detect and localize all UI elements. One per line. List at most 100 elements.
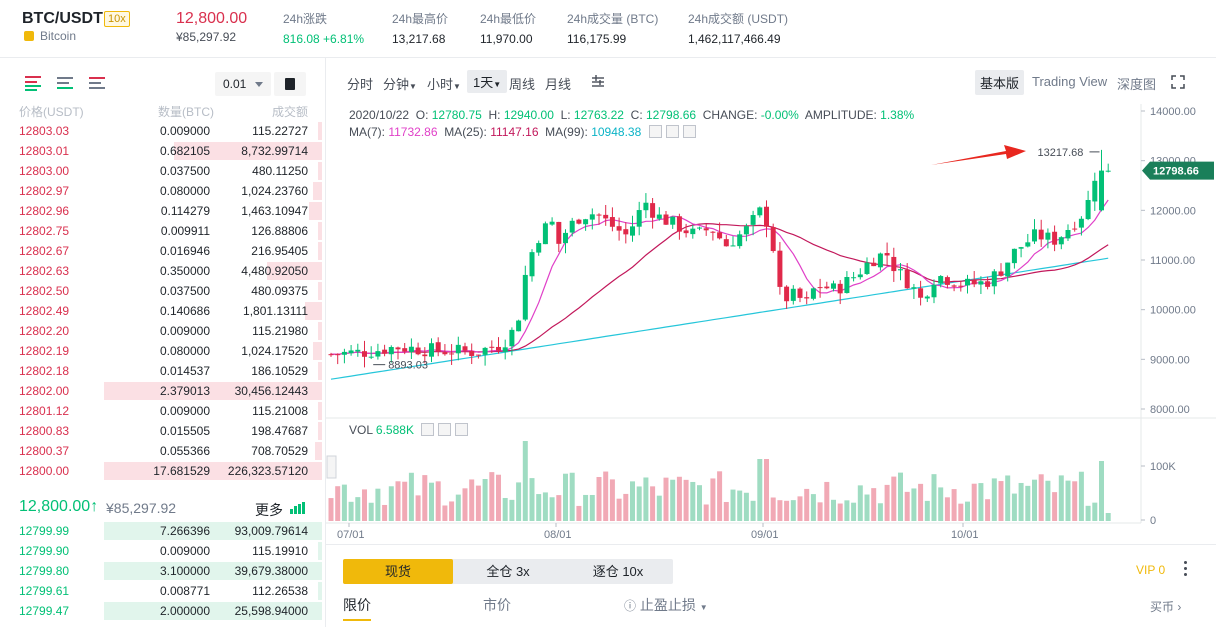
candlestick-chart[interactable]: 14000.0013000.0012000.0011000.0010000.00…	[326, 58, 1216, 544]
candle-body	[576, 219, 582, 224]
ask-row[interactable]: 12803.01 0.682105 8,732.99714	[0, 141, 322, 161]
more-icon[interactable]	[1184, 561, 1188, 579]
close-icon[interactable]	[455, 423, 469, 436]
indicator-settings-icon[interactable]	[590, 74, 606, 90]
volume-bar	[569, 472, 575, 521]
ask-row[interactable]: 12802.20 0.009000 115.21980	[0, 321, 322, 341]
ask-row[interactable]: 12801.12 0.009000 115.21008	[0, 401, 322, 421]
candle-body	[475, 354, 481, 356]
tab-spot[interactable]: 现货	[343, 559, 453, 584]
depth-bar	[309, 202, 322, 220]
ask-row[interactable]: 12800.00 17.681529 226,323.57120	[0, 461, 322, 481]
candle-body	[831, 283, 836, 289]
stat-high: 24h最高价 13,217.68	[392, 10, 448, 46]
volume-bar	[864, 494, 870, 521]
candle-body	[697, 227, 702, 229]
volume-bar	[1072, 481, 1078, 521]
volume-bar	[944, 497, 950, 521]
depth-bar	[104, 562, 322, 580]
ask-row[interactable]: 12802.50 0.037500 480.09375	[0, 281, 322, 301]
ask-row[interactable]: 12802.19 0.080000 1,024.17520	[0, 341, 322, 361]
candle-body	[469, 350, 475, 356]
buy-coin-link[interactable]: 买币 ›	[1150, 598, 1181, 615]
tab-hour[interactable]: 小时▼	[427, 74, 461, 93]
view-depth[interactable]: 深度图	[1117, 77, 1157, 92]
view-tradingview[interactable]: Trading View	[1032, 74, 1108, 89]
ohlc-amplitude: 1.38%	[880, 108, 915, 122]
row-qty: 0.009000	[159, 544, 210, 558]
tab-minute[interactable]: 分钟▼	[383, 74, 417, 93]
ask-row[interactable]: 12803.03 0.009000 115.22727	[0, 121, 322, 141]
calculator-icon[interactable]	[274, 72, 306, 96]
order-type-market[interactable]: 市价	[483, 597, 511, 613]
bid-row[interactable]: 12799.61 0.008771 112.26538	[0, 581, 322, 601]
row-total: 4,480.92050	[241, 264, 308, 278]
view-basic[interactable]: 基本版	[975, 70, 1025, 95]
row-price: 12802.19	[19, 344, 70, 358]
order-type-limit[interactable]: 限价	[343, 597, 371, 613]
depth-bar	[267, 262, 322, 280]
tab-isolated-10x[interactable]: 逐仓 10x	[592, 564, 644, 579]
x-tick-label: 10/01	[951, 529, 979, 541]
tab-week[interactable]: 周线	[509, 77, 536, 92]
close-icon[interactable]	[682, 125, 696, 138]
ask-row[interactable]: 12802.75 0.009911 126.88806	[0, 221, 322, 241]
layout-both-icon[interactable]	[22, 74, 44, 92]
bid-row[interactable]: 12799.47 2.000000 25,598.94000	[0, 601, 322, 621]
y-tick-label: 8000.00	[1150, 404, 1190, 416]
candle-body	[978, 281, 984, 285]
ask-row[interactable]: 12802.00 2.379013 30,456.12443	[0, 381, 322, 401]
ask-row[interactable]: 12802.63 0.350000 4,480.92050	[0, 261, 322, 281]
tab-day[interactable]: 1天▼	[467, 70, 508, 93]
bid-row[interactable]: 12799.80 3.100000 39,679.38000	[0, 561, 322, 581]
depth-bar	[305, 302, 322, 320]
volume-bar	[536, 494, 542, 521]
fullscreen-icon[interactable]	[1171, 75, 1185, 89]
tab-month[interactable]: 月线	[545, 77, 572, 92]
row-qty: 0.009000	[159, 404, 210, 418]
settings-icon[interactable]	[438, 423, 452, 436]
layout-asks-icon[interactable]	[86, 74, 108, 92]
volume-bar	[723, 501, 729, 521]
candle-body	[382, 349, 388, 354]
volume-bar	[509, 499, 515, 521]
ask-row[interactable]: 12803.00 0.037500 480.11250	[0, 161, 322, 181]
precision-select[interactable]: 0.01	[215, 72, 271, 96]
candle-body	[985, 281, 991, 287]
volume-bar	[516, 482, 522, 521]
tab-timeline[interactable]: 分时	[347, 77, 374, 92]
volume-bar	[656, 495, 662, 521]
x-tick-label: 08/01	[544, 529, 572, 541]
ohlc-change: -0.00%	[760, 108, 799, 122]
eye-icon[interactable]	[648, 125, 662, 138]
order-type-stop[interactable]: ⓘ 止盈止损 ▼	[624, 595, 708, 615]
stat-value: 816.08 +6.81%	[283, 32, 365, 46]
row-price: 12802.96	[19, 204, 70, 218]
ask-row[interactable]: 12802.67 0.016946 216.95405	[0, 241, 322, 261]
ask-row[interactable]: 12802.96 0.114279 1,463.10947	[0, 201, 322, 221]
vip-level[interactable]: VIP 0	[1136, 563, 1166, 577]
ask-row[interactable]: 12800.83 0.015505 198.47687	[0, 421, 322, 441]
ask-row[interactable]: 12800.37 0.055366 708.70529	[0, 441, 322, 461]
eye-icon[interactable]	[421, 423, 435, 436]
pair-title[interactable]: BTC/USDT	[22, 10, 103, 27]
volume-bar	[1099, 461, 1104, 521]
volume-bar	[958, 503, 964, 521]
volume-bar	[496, 474, 501, 521]
layout-bids-icon[interactable]	[54, 74, 76, 92]
bid-row[interactable]: 12799.90 0.009000 115.19910	[0, 541, 322, 561]
depth-bar	[104, 522, 322, 540]
ma99-line	[330, 257, 1109, 380]
bid-row[interactable]: 12799.99 7.266396 93,009.79614	[0, 521, 322, 541]
depth-bar	[315, 442, 322, 460]
ask-row[interactable]: 12802.49 0.140686 1,801.13111	[0, 301, 322, 321]
more-link[interactable]: 更多	[255, 502, 283, 518]
ask-row[interactable]: 12802.97 0.080000 1,024.23760	[0, 181, 322, 201]
ask-row[interactable]: 12802.18 0.014537 186.10529	[0, 361, 322, 381]
candle-body	[569, 220, 575, 233]
trade-panel: 现货 全仓 3x 逐仓 10x VIP 0 限价 市价 ⓘ 止盈止损 ▼ 买币 …	[326, 544, 1216, 627]
volume-bar	[824, 481, 830, 521]
settings-icon[interactable]	[665, 125, 679, 138]
tab-cross-3x[interactable]: 全仓 3x	[486, 564, 530, 579]
depth-bar	[104, 462, 322, 480]
